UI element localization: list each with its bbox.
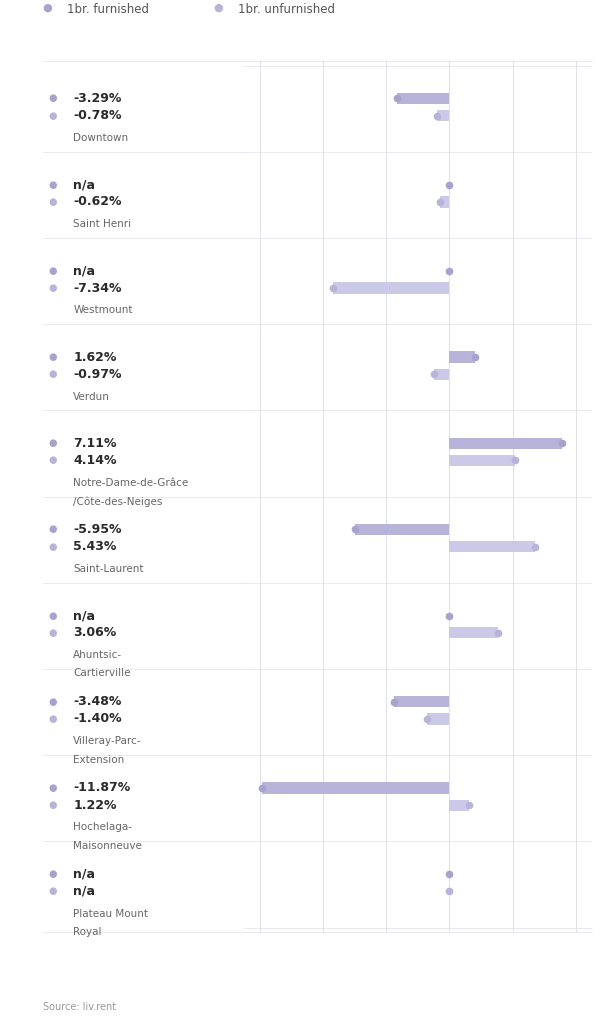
Text: ●: ● [49, 93, 57, 103]
Text: -3.29%: -3.29% [73, 92, 121, 105]
Bar [450, 800, 468, 811]
Bar [450, 351, 475, 362]
Text: n/a: n/a [73, 178, 95, 191]
Text: 1br. unfurnished: 1br. unfurnished [238, 3, 335, 16]
Text: Royal: Royal [73, 927, 102, 937]
Text: ●: ● [49, 542, 57, 552]
Text: ●: ● [214, 3, 223, 13]
Text: ●: ● [49, 783, 57, 793]
Bar [450, 455, 515, 466]
Text: Westmount: Westmount [73, 305, 133, 315]
Text: 1.22%: 1.22% [73, 799, 117, 812]
Text: Cartierville: Cartierville [73, 669, 131, 679]
Text: -0.62%: -0.62% [73, 196, 122, 209]
Text: ●: ● [49, 283, 57, 293]
Text: Plateau Mount: Plateau Mount [73, 908, 148, 919]
Bar [437, 111, 450, 121]
Text: ●: ● [49, 887, 57, 896]
Text: 5.43%: 5.43% [73, 540, 117, 553]
Text: -7.34%: -7.34% [73, 282, 122, 295]
Bar [428, 714, 450, 725]
Text: 7.11%: 7.11% [73, 436, 117, 450]
Bar [450, 541, 536, 552]
Text: 4.14%: 4.14% [73, 454, 117, 467]
Bar [434, 369, 450, 380]
Text: Hochelaga-: Hochelaga- [73, 822, 132, 833]
Text: n/a: n/a [73, 264, 95, 278]
Text: 1.62%: 1.62% [73, 350, 117, 364]
Text: -0.97%: -0.97% [73, 368, 122, 381]
Text: ●: ● [49, 869, 57, 879]
Text: ●: ● [49, 370, 57, 379]
Bar [398, 93, 450, 104]
Text: n/a: n/a [73, 885, 95, 898]
Bar [395, 696, 450, 708]
Text: ●: ● [49, 197, 57, 207]
Bar [334, 283, 450, 294]
Text: n/a: n/a [73, 867, 95, 881]
Text: ●: ● [49, 179, 57, 189]
Text: ●: ● [49, 438, 57, 449]
Text: Extension: Extension [73, 755, 124, 765]
Text: ●: ● [49, 456, 57, 466]
Text: -5.95%: -5.95% [73, 523, 122, 536]
Text: ●: ● [43, 3, 52, 13]
Text: Maisonneuve: Maisonneuve [73, 841, 142, 851]
Text: Source: liv.rent: Source: liv.rent [43, 1001, 116, 1012]
Text: -11.87%: -11.87% [73, 781, 131, 795]
Text: -0.78%: -0.78% [73, 110, 122, 122]
Text: /Côte-des-Neiges: /Côte-des-Neiges [73, 496, 163, 507]
Bar [356, 524, 450, 535]
Bar [440, 197, 450, 208]
Bar [262, 782, 450, 794]
Text: -3.48%: -3.48% [73, 695, 121, 709]
Text: ●: ● [49, 524, 57, 535]
Text: ●: ● [49, 610, 57, 621]
Bar [450, 627, 498, 638]
Text: ●: ● [49, 696, 57, 707]
Text: 1br. furnished: 1br. furnished [67, 3, 149, 16]
Text: ●: ● [49, 266, 57, 275]
Text: Downtown: Downtown [73, 133, 128, 143]
Text: Saint-Laurent: Saint-Laurent [73, 564, 144, 573]
Text: ●: ● [49, 714, 57, 724]
Text: n/a: n/a [73, 609, 95, 622]
Text: ●: ● [49, 628, 57, 638]
Bar [450, 437, 562, 449]
Text: Verdun: Verdun [73, 391, 110, 401]
Text: ●: ● [49, 800, 57, 810]
Text: 3.06%: 3.06% [73, 627, 117, 639]
Text: Notre-Dame-de-Grâce: Notre-Dame-de-Grâce [73, 477, 188, 487]
Text: ●: ● [49, 352, 57, 362]
Text: ●: ● [49, 111, 57, 121]
Text: -1.40%: -1.40% [73, 713, 122, 725]
Text: Saint Henri: Saint Henri [73, 219, 131, 229]
Text: Villeray-Parc-: Villeray-Parc- [73, 736, 142, 746]
Text: Ahuntsic-: Ahuntsic- [73, 650, 123, 660]
